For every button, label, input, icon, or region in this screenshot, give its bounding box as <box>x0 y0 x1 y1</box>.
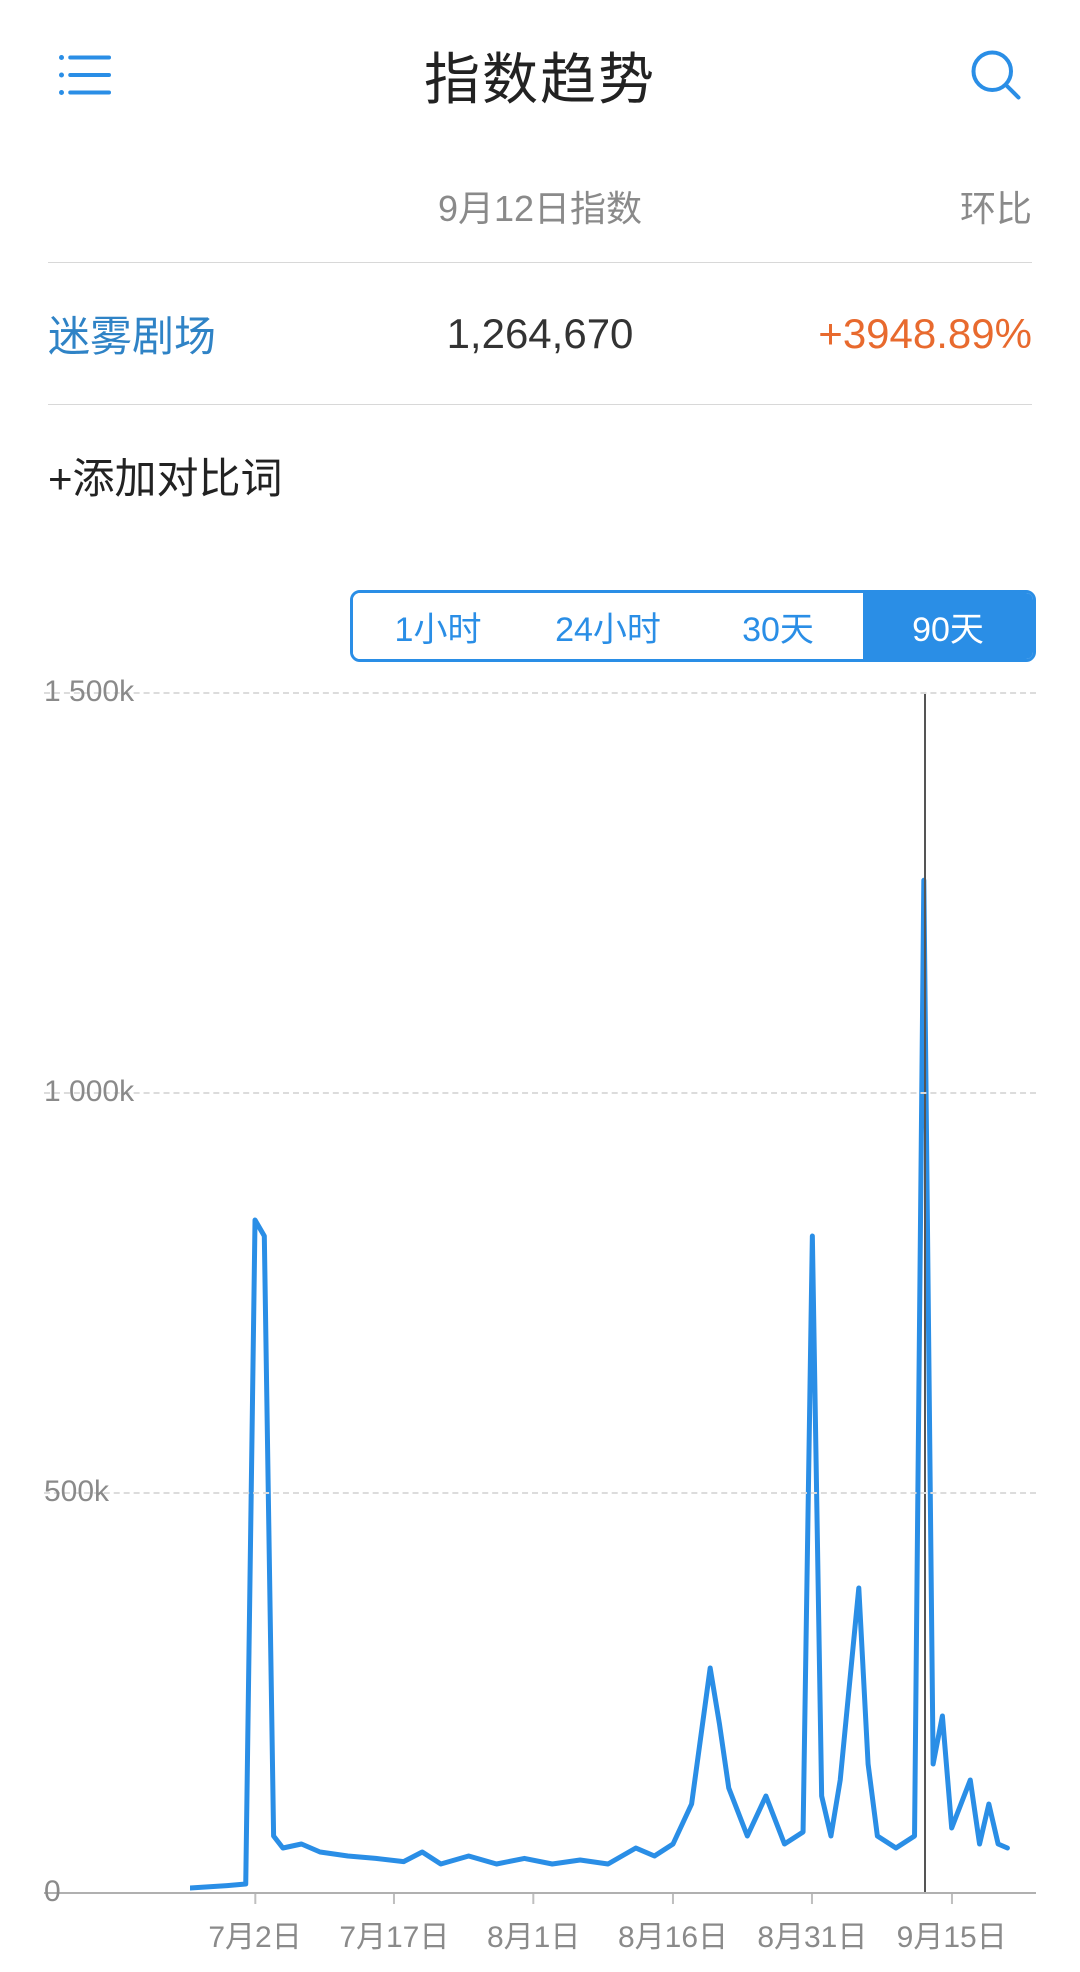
change-value: +3948.89% <box>732 310 1032 358</box>
y-gridline <box>44 1892 1036 1894</box>
y-tick-label: 500k <box>44 1475 109 1509</box>
x-tick: 8月31日 <box>757 1892 867 1956</box>
menu-list-icon[interactable] <box>48 39 120 111</box>
app-root: 指数趋势 9月12日指数 环比 迷雾剧场 1,264,670 +3948.89%… <box>0 0 1080 1972</box>
x-tick: 9月15日 <box>897 1892 1007 1956</box>
x-tick-label: 8月31日 <box>757 1912 867 1956</box>
add-compare-term[interactable]: +添加对比词 <box>0 405 1080 554</box>
chart-cursor-line <box>924 692 926 1892</box>
x-axis: 7月2日7月17日8月1日8月16日8月31日9月15日 <box>190 1892 1026 1952</box>
x-tick: 7月17日 <box>339 1892 449 1956</box>
line-chart[interactable]: 7月2日7月17日8月1日8月16日8月31日9月15日 0 500k 1 000k… <box>44 692 1036 1952</box>
x-tick: 7月2日 <box>208 1892 301 1956</box>
term-link[interactable]: 迷雾剧场 <box>48 303 348 364</box>
page-title: 指数趋势 <box>120 35 960 116</box>
time-range-option[interactable]: 24小时 <box>523 593 693 659</box>
x-tick-label: 7月2日 <box>208 1912 301 1956</box>
y-gridline <box>44 1492 1036 1494</box>
x-tick-label: 9月15日 <box>897 1912 1007 1956</box>
time-range-option[interactable]: 90天 <box>863 593 1033 659</box>
x-tick: 8月16日 <box>618 1892 728 1956</box>
summary-data-row: 迷雾剧场 1,264,670 +3948.89% <box>48 262 1032 405</box>
chart-series-line <box>190 880 1007 1888</box>
x-tick: 8月1日 <box>487 1892 580 1956</box>
chart-section: 1小时24小时30天90天 7月2日7月17日8月1日8月16日8月31日9月1… <box>0 554 1080 1972</box>
y-gridline <box>44 692 1036 694</box>
time-range-option[interactable]: 1小时 <box>353 593 523 659</box>
y-tick-label: 1 500k <box>44 675 134 709</box>
y-tick-label: 0 <box>44 1875 61 1909</box>
chart-plot-area[interactable] <box>190 692 1026 1892</box>
x-tick-label: 8月16日 <box>618 1912 728 1956</box>
y-tick-label: 1 000k <box>44 1075 134 1109</box>
column-header-change: 环比 <box>732 180 1032 232</box>
time-range-row: 1小时24小时30天90天 <box>44 590 1036 662</box>
y-gridline <box>44 1092 1036 1094</box>
time-range-segmented: 1小时24小时30天90天 <box>350 590 1036 662</box>
search-icon[interactable] <box>960 39 1032 111</box>
time-range-option[interactable]: 30天 <box>693 593 863 659</box>
summary-table: 9月12日指数 环比 迷雾剧场 1,264,670 +3948.89% <box>0 150 1080 405</box>
x-tick-label: 7月17日 <box>339 1912 449 1956</box>
chart-card: 1小时24小时30天90天 7月2日7月17日8月1日8月16日8月31日9月1… <box>0 554 1080 1972</box>
header-bar: 指数趋势 <box>0 0 1080 150</box>
column-header-index: 9月12日指数 <box>348 180 732 232</box>
index-value: 1,264,670 <box>348 310 732 358</box>
x-tick-label: 8月1日 <box>487 1912 580 1956</box>
summary-header-row: 9月12日指数 环比 <box>48 150 1032 262</box>
